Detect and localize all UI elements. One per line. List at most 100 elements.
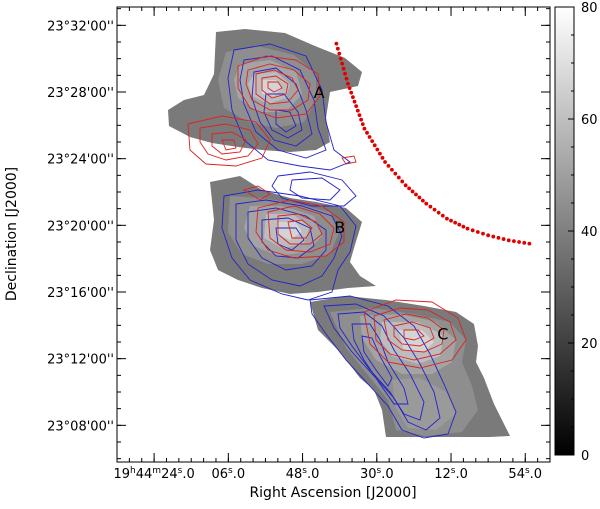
arc-dot	[491, 234, 496, 239]
plot-frame	[116, 6, 551, 463]
arc-dot	[445, 216, 449, 221]
arc-dot	[362, 126, 367, 131]
arc-dot	[360, 122, 365, 127]
arc-dot	[337, 51, 342, 56]
arc-dot	[354, 104, 359, 109]
region-labels: A B C	[314, 83, 449, 344]
blue-contour-c-2	[323, 303, 441, 431]
arc-dot	[475, 230, 480, 234]
arc-dot	[461, 224, 466, 229]
red-contour-c-1	[363, 299, 467, 369]
x-tick-label: 19h44m24s.0	[113, 466, 194, 482]
arc-dot	[470, 228, 475, 233]
y-tick-label: 23°32'00''	[47, 19, 114, 34]
blue-contour-b-3	[247, 207, 327, 271]
red-contour-west-4	[221, 139, 237, 151]
ra-minutes-unit: m	[152, 466, 161, 476]
ra-seconds: 48	[286, 467, 303, 482]
arc-dot	[400, 179, 405, 184]
ra-hours-unit: h	[130, 466, 136, 476]
red-contour-b-4	[277, 213, 323, 245]
y-tick-label: 23°12'00''	[47, 353, 114, 368]
y-axis-ticks: 23°32'00'' 23°28'00'' 23°24'00'' 23°20'00''…	[47, 8, 550, 460]
arc-dot	[357, 113, 362, 118]
x-axis-title: Right Ascension [J2000]	[249, 485, 416, 501]
y-tick-label: 23°20'00''	[47, 219, 114, 234]
blue-contour-c-3	[337, 311, 425, 421]
arc-dot	[367, 135, 372, 139]
colorbar-tick-label: 80	[581, 1, 598, 16]
colorbar-tick-label: 20	[581, 337, 598, 352]
region-label: B	[334, 218, 345, 237]
red-dotted-arc	[334, 41, 532, 246]
red-contour-b-1	[242, 185, 271, 201]
blue-contour-a-4	[263, 93, 303, 139]
arc-dot	[334, 41, 339, 46]
ra-seconds-fraction: .0	[233, 467, 245, 482]
arc-dot	[349, 90, 354, 95]
ra-seconds-fraction: .0	[455, 467, 467, 482]
blue-contour-a-1	[227, 43, 351, 171]
region-label: A	[314, 83, 325, 102]
arc-dot	[335, 46, 340, 51]
ra-seconds: 54	[508, 467, 525, 482]
grayscale-emission-map: A B C	[168, 29, 532, 439]
red-contour-west-1	[187, 115, 271, 167]
ra-minutes: 44	[136, 467, 153, 482]
arc-dot	[359, 117, 364, 122]
arc-dot	[457, 222, 462, 227]
red-contour-a-4	[261, 75, 289, 99]
ra-seconds-unit: s	[451, 466, 456, 476]
arc-dot	[517, 240, 521, 244]
arc-dot	[424, 201, 429, 206]
colorbar-tick-label: 60	[581, 113, 598, 128]
red-contours	[187, 55, 467, 369]
arc-dot	[343, 71, 347, 76]
arc-dot	[501, 237, 506, 241]
arc-dot	[407, 186, 412, 191]
blue-contour-b-1	[221, 189, 357, 301]
colorbar-ticks: 0 20 40 60 80	[568, 1, 598, 464]
clump-a-level-5	[262, 80, 282, 96]
clump-c-level-5	[398, 330, 434, 352]
arc-dot	[383, 160, 387, 164]
arc-dot	[496, 235, 501, 240]
arc-dot	[506, 238, 511, 243]
arc-dot	[522, 240, 527, 245]
colorbar-tick-label: 0	[581, 449, 589, 464]
arc-dot	[365, 130, 369, 135]
arc-dot	[432, 207, 437, 212]
ra-hours: 19	[113, 467, 130, 482]
arc-dot	[453, 220, 458, 225]
arc-dot	[417, 195, 422, 200]
blue-contour-b-5	[275, 227, 305, 251]
arc-dot	[486, 233, 491, 238]
red-contour-c-4	[393, 321, 435, 347]
blue-contour-c-4	[351, 323, 409, 405]
y-tick-label: 23°16'00''	[47, 286, 114, 301]
arc-dot	[436, 210, 441, 215]
red-contour-c-2	[373, 307, 457, 361]
arc-dot	[344, 76, 349, 81]
x-tick-label: 54s.0	[508, 466, 542, 482]
x-tick-label: 48s.0	[286, 466, 320, 482]
arc-dot	[465, 226, 470, 231]
red-contour-c-5	[403, 329, 425, 341]
ra-seconds-unit: s	[178, 466, 183, 476]
x-axis-ticks: 19h44m24s.0 06s.0 48s.0 30s.0 12s.0 54s.0	[113, 7, 551, 482]
ra-seconds: 30	[360, 467, 377, 482]
red-contour-a-1	[237, 55, 321, 119]
ra-seconds-unit: s	[377, 466, 382, 476]
arc-dot	[347, 86, 352, 91]
red-contour-a-5	[267, 81, 283, 93]
arc-dot	[414, 192, 418, 197]
ra-seconds: 24	[161, 467, 178, 482]
arc-dot	[449, 218, 453, 223]
arc-dot	[512, 239, 516, 244]
ra-seconds-fraction: .0	[530, 467, 542, 482]
arc-dot	[396, 175, 401, 180]
arc-dot	[440, 213, 445, 218]
arc-dot	[375, 147, 380, 152]
blue-contour-bridge-2	[289, 177, 341, 201]
arc-dot	[338, 56, 343, 61]
